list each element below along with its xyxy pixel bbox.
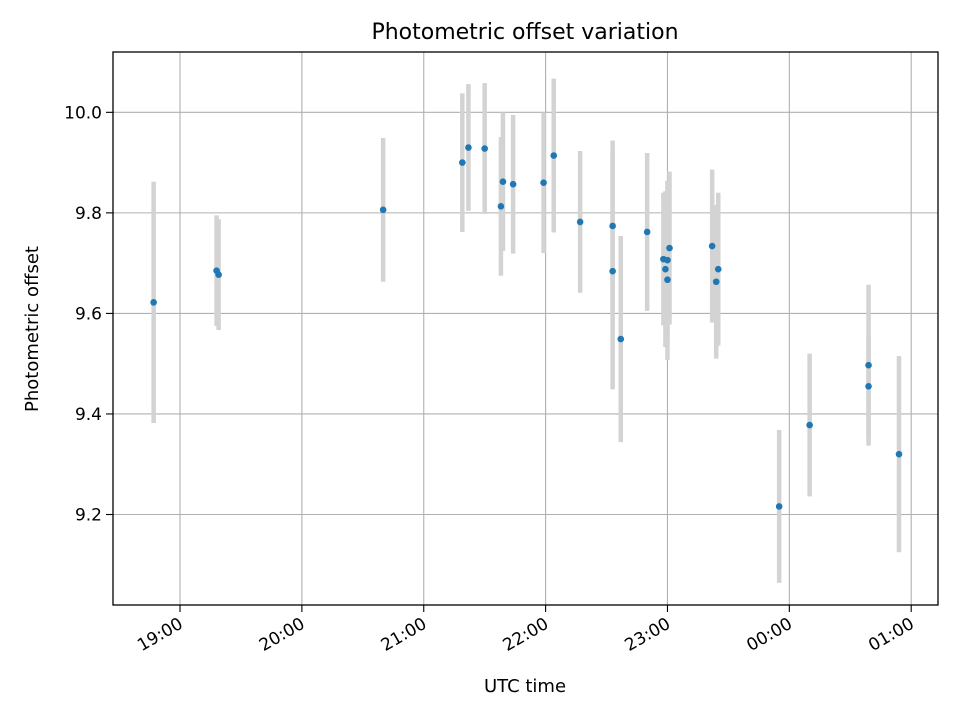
data-points [150, 144, 903, 510]
data-point [714, 265, 722, 273]
data-point [806, 421, 813, 429]
chart-title: Photometric offset variation [371, 20, 678, 45]
data-point [509, 180, 517, 188]
data-point [664, 276, 671, 284]
data-point [895, 450, 903, 458]
error-bars [151, 78, 902, 583]
y-tick-label: 9.8 [75, 204, 102, 224]
x-tick-label: 22:00 [500, 614, 552, 656]
data-point [662, 265, 669, 273]
data-point [576, 218, 584, 226]
data-point [775, 503, 783, 510]
data-point [865, 361, 872, 369]
y-axis-ticks: 9.2 9.4 9.6 9.8 10.0 [64, 103, 113, 526]
y-tick-label: 9.6 [75, 304, 102, 324]
x-tick-label: 23:00 [622, 614, 674, 656]
data-point [540, 179, 547, 187]
y-tick-label: 9.2 [75, 506, 102, 526]
x-tick-label: 01:00 [865, 614, 917, 656]
data-point [609, 222, 616, 230]
data-point [150, 299, 157, 306]
grid-lines [113, 52, 938, 605]
x-axis-label: UTC time [484, 676, 566, 697]
data-point [609, 267, 616, 275]
x-tick-label: 00:00 [743, 614, 795, 656]
data-point [379, 206, 387, 214]
data-point [499, 178, 507, 186]
data-point [666, 244, 673, 252]
y-axis-label: Photometric offset [22, 246, 43, 412]
data-point [643, 228, 651, 236]
data-point [465, 144, 472, 151]
data-point [712, 278, 720, 286]
data-point [865, 383, 872, 390]
x-tick-label: 20:00 [256, 614, 308, 656]
x-axis-ticks: 19:00 20:00 21:00 22:00 23:00 00:00 01:00 [134, 605, 918, 656]
data-point [708, 242, 716, 250]
y-tick-label: 9.4 [75, 405, 102, 425]
data-point [215, 271, 222, 279]
data-point [550, 152, 558, 159]
data-point [459, 159, 466, 166]
x-tick-label: 21:00 [378, 614, 430, 656]
data-point [664, 256, 671, 264]
y-tick-label: 10.0 [64, 103, 102, 123]
data-point [617, 335, 625, 343]
plot-frame [112, 51, 939, 606]
data-point [481, 145, 488, 152]
x-tick-label: 19:00 [134, 614, 186, 656]
data-point [497, 203, 505, 210]
